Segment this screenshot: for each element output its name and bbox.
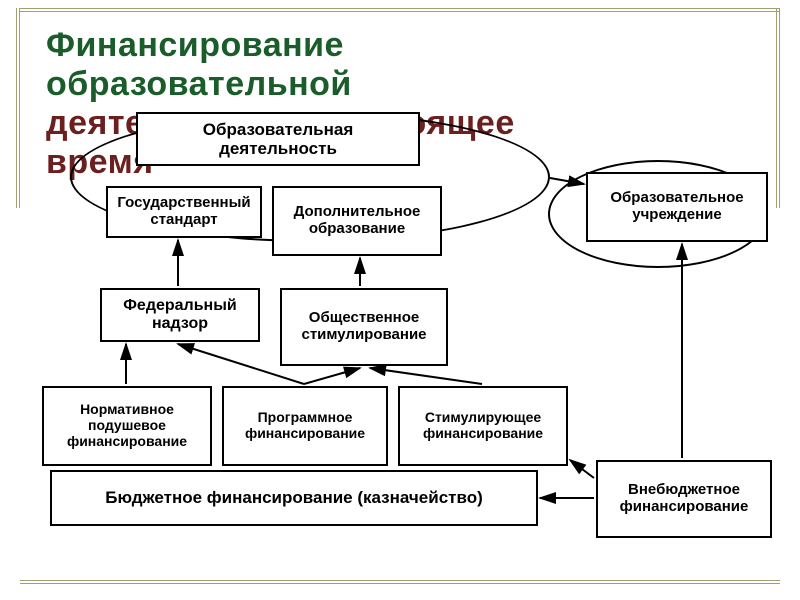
title-line-1: Финансирование — [46, 26, 515, 65]
box-prog-fin: Программное финансирование — [222, 386, 388, 466]
label: Стимулирующее финансирование — [404, 410, 562, 441]
label: Образовательное учреждение — [592, 190, 762, 224]
box-edu-institution: Образовательное учреждение — [586, 172, 768, 242]
box-norm-fin: Нормативное подушевое финансирование — [42, 386, 212, 466]
box-stim-fin: Стимулирующее финансирование — [398, 386, 568, 466]
box-budget-fin: Бюджетное финансирование (казначейство) — [50, 470, 538, 526]
label: Федеральный надзор — [106, 297, 254, 333]
label: Программное финансирование — [228, 410, 382, 441]
box-edu-activity: Образовательная деятельность — [136, 112, 420, 166]
label: Внебюджетное финансирование — [602, 482, 766, 516]
box-vnebudget-fin: Внебюджетное финансирование — [596, 460, 772, 538]
label: Дополнительное образование — [278, 204, 436, 238]
title-line-2: образовательной — [46, 65, 515, 104]
box-obsh-stim: Общественное стимулирование — [280, 288, 448, 366]
box-fed-nadzor: Федеральный надзор — [100, 288, 260, 342]
box-dop-edu: Дополнительное образование — [272, 186, 442, 256]
label: Нормативное подушевое финансирование — [48, 402, 206, 449]
label: Бюджетное финансирование (казначейство) — [105, 488, 483, 507]
box-gos-standard: Государственный стандарт — [106, 186, 262, 238]
label: Образовательная деятельность — [142, 120, 414, 158]
label: Государственный стандарт — [112, 195, 256, 229]
label: Общественное стимулирование — [286, 310, 442, 344]
